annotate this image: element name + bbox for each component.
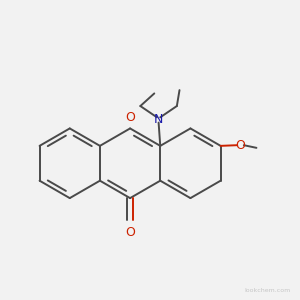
Text: lookchem.com: lookchem.com xyxy=(244,288,290,293)
Text: O: O xyxy=(125,111,135,124)
Text: O: O xyxy=(125,226,135,238)
Text: O: O xyxy=(236,139,245,152)
Text: N: N xyxy=(154,113,163,127)
